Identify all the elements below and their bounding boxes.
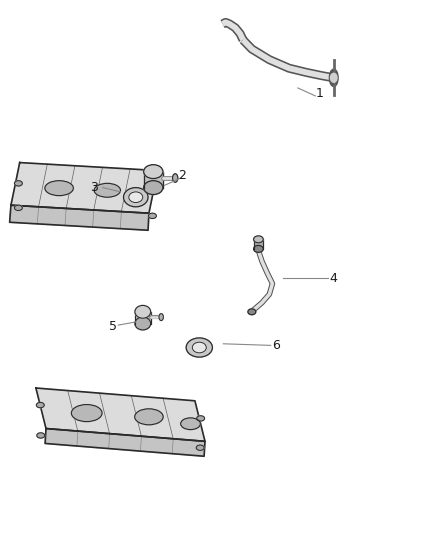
Ellipse shape <box>14 205 22 211</box>
Text: 4: 4 <box>329 272 337 285</box>
Polygon shape <box>254 239 263 249</box>
Text: 6: 6 <box>272 339 280 352</box>
Polygon shape <box>135 312 151 324</box>
Ellipse shape <box>180 418 200 430</box>
Text: 2: 2 <box>178 169 186 182</box>
Polygon shape <box>10 205 149 230</box>
Ellipse shape <box>144 181 163 195</box>
Text: 1: 1 <box>316 87 324 100</box>
Ellipse shape <box>192 342 206 353</box>
Polygon shape <box>144 172 163 188</box>
Ellipse shape <box>14 181 22 186</box>
Ellipse shape <box>173 174 178 182</box>
Ellipse shape <box>36 402 44 408</box>
Text: 3: 3 <box>90 181 98 194</box>
Ellipse shape <box>330 74 337 82</box>
Ellipse shape <box>248 309 256 314</box>
Ellipse shape <box>186 338 212 357</box>
Ellipse shape <box>37 433 45 438</box>
Ellipse shape <box>254 236 263 243</box>
Ellipse shape <box>144 165 163 179</box>
Ellipse shape <box>148 213 156 219</box>
Ellipse shape <box>45 181 74 196</box>
Ellipse shape <box>196 445 204 450</box>
Ellipse shape <box>94 183 120 197</box>
Ellipse shape <box>135 305 151 318</box>
Polygon shape <box>11 163 158 213</box>
Ellipse shape <box>135 409 163 425</box>
Ellipse shape <box>197 416 205 421</box>
Ellipse shape <box>129 192 143 203</box>
Polygon shape <box>36 388 205 441</box>
Ellipse shape <box>159 313 163 320</box>
Ellipse shape <box>329 69 338 86</box>
Ellipse shape <box>135 317 151 330</box>
Ellipse shape <box>254 245 263 253</box>
Polygon shape <box>45 429 205 456</box>
Ellipse shape <box>124 188 148 207</box>
Text: 5: 5 <box>109 320 117 333</box>
Ellipse shape <box>150 189 158 194</box>
Ellipse shape <box>71 405 102 422</box>
